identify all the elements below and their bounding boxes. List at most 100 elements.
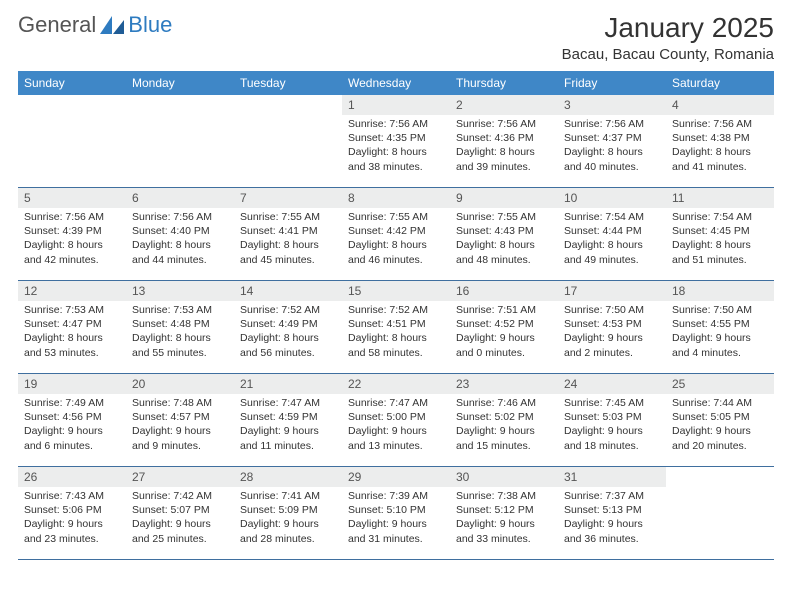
- day-line: Sunset: 5:05 PM: [672, 410, 768, 424]
- day-line: and 51 minutes.: [672, 253, 768, 267]
- dow-thursday: Thursday: [450, 71, 558, 95]
- day-line: Daylight: 9 hours: [348, 424, 444, 438]
- day-line: Daylight: 8 hours: [348, 145, 444, 159]
- day-line: and 55 minutes.: [132, 346, 228, 360]
- day-body: Sunrise: 7:55 AMSunset: 4:42 PMDaylight:…: [342, 210, 450, 267]
- logo-sail-icon: [98, 14, 126, 36]
- day-number: [234, 95, 342, 115]
- week-row: 26Sunrise: 7:43 AMSunset: 5:06 PMDayligh…: [18, 467, 774, 560]
- dow-saturday: Saturday: [666, 71, 774, 95]
- day-line: Daylight: 8 hours: [564, 145, 660, 159]
- day-body: Sunrise: 7:54 AMSunset: 4:45 PMDaylight:…: [666, 210, 774, 267]
- day-cell: 16Sunrise: 7:51 AMSunset: 4:52 PMDayligh…: [450, 281, 558, 373]
- logo-text-general: General: [18, 12, 96, 38]
- day-line: Sunrise: 7:54 AM: [564, 210, 660, 224]
- day-cell: 22Sunrise: 7:47 AMSunset: 5:00 PMDayligh…: [342, 374, 450, 466]
- day-body: Sunrise: 7:55 AMSunset: 4:41 PMDaylight:…: [234, 210, 342, 267]
- day-body: Sunrise: 7:46 AMSunset: 5:02 PMDaylight:…: [450, 396, 558, 453]
- day-line: Sunrise: 7:56 AM: [672, 117, 768, 131]
- day-line: and 53 minutes.: [24, 346, 120, 360]
- day-body: Sunrise: 7:51 AMSunset: 4:52 PMDaylight:…: [450, 303, 558, 360]
- dow-wednesday: Wednesday: [342, 71, 450, 95]
- day-line: and 45 minutes.: [240, 253, 336, 267]
- day-line: Sunset: 4:45 PM: [672, 224, 768, 238]
- day-line: Sunrise: 7:47 AM: [240, 396, 336, 410]
- day-body: Sunrise: 7:39 AMSunset: 5:10 PMDaylight:…: [342, 489, 450, 546]
- day-line: Sunrise: 7:41 AM: [240, 489, 336, 503]
- day-line: Sunrise: 7:53 AM: [132, 303, 228, 317]
- day-line: and 2 minutes.: [564, 346, 660, 360]
- day-body: Sunrise: 7:52 AMSunset: 4:49 PMDaylight:…: [234, 303, 342, 360]
- day-line: Sunrise: 7:55 AM: [348, 210, 444, 224]
- day-line: Sunrise: 7:54 AM: [672, 210, 768, 224]
- day-number: [666, 467, 774, 487]
- week-row: 12Sunrise: 7:53 AMSunset: 4:47 PMDayligh…: [18, 281, 774, 374]
- day-body: Sunrise: 7:48 AMSunset: 4:57 PMDaylight:…: [126, 396, 234, 453]
- day-line: and 41 minutes.: [672, 160, 768, 174]
- day-line: and 4 minutes.: [672, 346, 768, 360]
- day-line: Sunset: 4:35 PM: [348, 131, 444, 145]
- day-line: and 6 minutes.: [24, 439, 120, 453]
- day-line: Sunrise: 7:44 AM: [672, 396, 768, 410]
- day-line: Daylight: 9 hours: [24, 517, 120, 531]
- day-line: Daylight: 8 hours: [672, 238, 768, 252]
- day-line: Sunrise: 7:55 AM: [456, 210, 552, 224]
- day-line: Sunset: 5:07 PM: [132, 503, 228, 517]
- day-cell: 5Sunrise: 7:56 AMSunset: 4:39 PMDaylight…: [18, 188, 126, 280]
- day-line: Sunrise: 7:49 AM: [24, 396, 120, 410]
- day-body: Sunrise: 7:54 AMSunset: 4:44 PMDaylight:…: [558, 210, 666, 267]
- day-line: and 38 minutes.: [348, 160, 444, 174]
- day-cell: 11Sunrise: 7:54 AMSunset: 4:45 PMDayligh…: [666, 188, 774, 280]
- day-cell: 12Sunrise: 7:53 AMSunset: 4:47 PMDayligh…: [18, 281, 126, 373]
- day-body: Sunrise: 7:44 AMSunset: 5:05 PMDaylight:…: [666, 396, 774, 453]
- day-line: Sunrise: 7:56 AM: [456, 117, 552, 131]
- day-line: and 13 minutes.: [348, 439, 444, 453]
- day-line: and 11 minutes.: [240, 439, 336, 453]
- day-line: Sunset: 4:39 PM: [24, 224, 120, 238]
- day-number: 23: [450, 374, 558, 394]
- day-line: Sunset: 4:37 PM: [564, 131, 660, 145]
- day-line: Daylight: 8 hours: [348, 238, 444, 252]
- day-line: Daylight: 9 hours: [24, 424, 120, 438]
- day-line: Daylight: 9 hours: [456, 424, 552, 438]
- day-line: Sunset: 4:48 PM: [132, 317, 228, 331]
- day-cell: 29Sunrise: 7:39 AMSunset: 5:10 PMDayligh…: [342, 467, 450, 559]
- day-number: 29: [342, 467, 450, 487]
- day-line: Sunset: 4:49 PM: [240, 317, 336, 331]
- day-line: Daylight: 9 hours: [564, 517, 660, 531]
- day-number: 10: [558, 188, 666, 208]
- day-line: Sunrise: 7:51 AM: [456, 303, 552, 317]
- day-number: 21: [234, 374, 342, 394]
- day-body: Sunrise: 7:38 AMSunset: 5:12 PMDaylight:…: [450, 489, 558, 546]
- day-line: and 44 minutes.: [132, 253, 228, 267]
- day-body: Sunrise: 7:50 AMSunset: 4:53 PMDaylight:…: [558, 303, 666, 360]
- day-line: Sunrise: 7:39 AM: [348, 489, 444, 503]
- day-line: Sunrise: 7:38 AM: [456, 489, 552, 503]
- day-body: Sunrise: 7:37 AMSunset: 5:13 PMDaylight:…: [558, 489, 666, 546]
- day-line: and 18 minutes.: [564, 439, 660, 453]
- day-line: Daylight: 9 hours: [240, 517, 336, 531]
- day-line: Daylight: 9 hours: [456, 331, 552, 345]
- week-row: 5Sunrise: 7:56 AMSunset: 4:39 PMDaylight…: [18, 188, 774, 281]
- day-cell: 23Sunrise: 7:46 AMSunset: 5:02 PMDayligh…: [450, 374, 558, 466]
- day-line: Sunrise: 7:50 AM: [672, 303, 768, 317]
- day-line: Sunset: 4:43 PM: [456, 224, 552, 238]
- day-body: Sunrise: 7:56 AMSunset: 4:37 PMDaylight:…: [558, 117, 666, 174]
- day-line: Daylight: 9 hours: [456, 517, 552, 531]
- day-cell: 24Sunrise: 7:45 AMSunset: 5:03 PMDayligh…: [558, 374, 666, 466]
- day-line: Sunset: 4:41 PM: [240, 224, 336, 238]
- day-line: Sunrise: 7:56 AM: [132, 210, 228, 224]
- day-cell: 1Sunrise: 7:56 AMSunset: 4:35 PMDaylight…: [342, 95, 450, 187]
- day-line: Daylight: 9 hours: [564, 424, 660, 438]
- day-cell: 15Sunrise: 7:52 AMSunset: 4:51 PMDayligh…: [342, 281, 450, 373]
- week-row: 19Sunrise: 7:49 AMSunset: 4:56 PMDayligh…: [18, 374, 774, 467]
- day-number: 31: [558, 467, 666, 487]
- day-body: Sunrise: 7:56 AMSunset: 4:39 PMDaylight:…: [18, 210, 126, 267]
- day-line: Daylight: 8 hours: [24, 331, 120, 345]
- day-cell: 28Sunrise: 7:41 AMSunset: 5:09 PMDayligh…: [234, 467, 342, 559]
- day-cell: 14Sunrise: 7:52 AMSunset: 4:49 PMDayligh…: [234, 281, 342, 373]
- day-of-week-header: Sunday Monday Tuesday Wednesday Thursday…: [18, 71, 774, 95]
- day-line: and 40 minutes.: [564, 160, 660, 174]
- day-line: Sunrise: 7:43 AM: [24, 489, 120, 503]
- day-line: Sunset: 4:57 PM: [132, 410, 228, 424]
